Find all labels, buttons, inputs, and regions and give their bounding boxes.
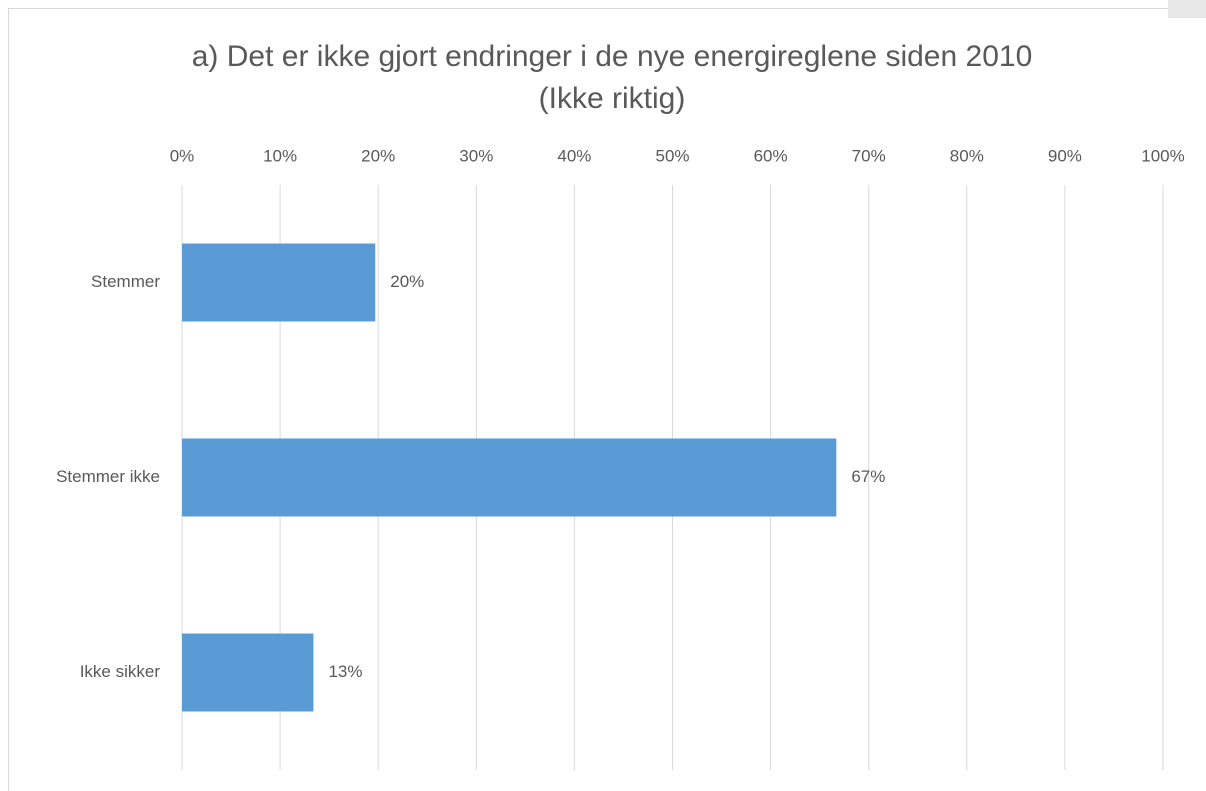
chart-title: a) Det er ikke gjort endringer i de nye … (191, 40, 1033, 115)
x-tick-label: 40% (557, 146, 591, 165)
x-tick-label: 60% (754, 146, 788, 165)
chart-border (8, 8, 1206, 791)
x-tick-label: 20% (361, 146, 395, 165)
x-tick-label: 10% (263, 146, 297, 165)
data-label: 67% (851, 467, 885, 486)
y-tick-label: Stemmer (91, 272, 160, 291)
x-tick-label: 90% (1048, 146, 1082, 165)
corner-box (1168, 0, 1206, 18)
bar (182, 243, 376, 322)
x-tick-label: 0% (170, 146, 195, 165)
x-tick-label: 100% (1141, 146, 1184, 165)
x-tick-label: 80% (950, 146, 984, 165)
x-tick-label: 30% (459, 146, 493, 165)
x-tick-label: 70% (852, 146, 886, 165)
data-label: 13% (328, 662, 362, 681)
y-tick-label: Ikke sikker (80, 662, 161, 681)
data-label: 20% (390, 272, 424, 291)
x-tick-label: 50% (655, 146, 689, 165)
y-tick-label: Stemmer ikke (56, 467, 160, 486)
bar (182, 438, 837, 517)
bar (182, 633, 314, 712)
